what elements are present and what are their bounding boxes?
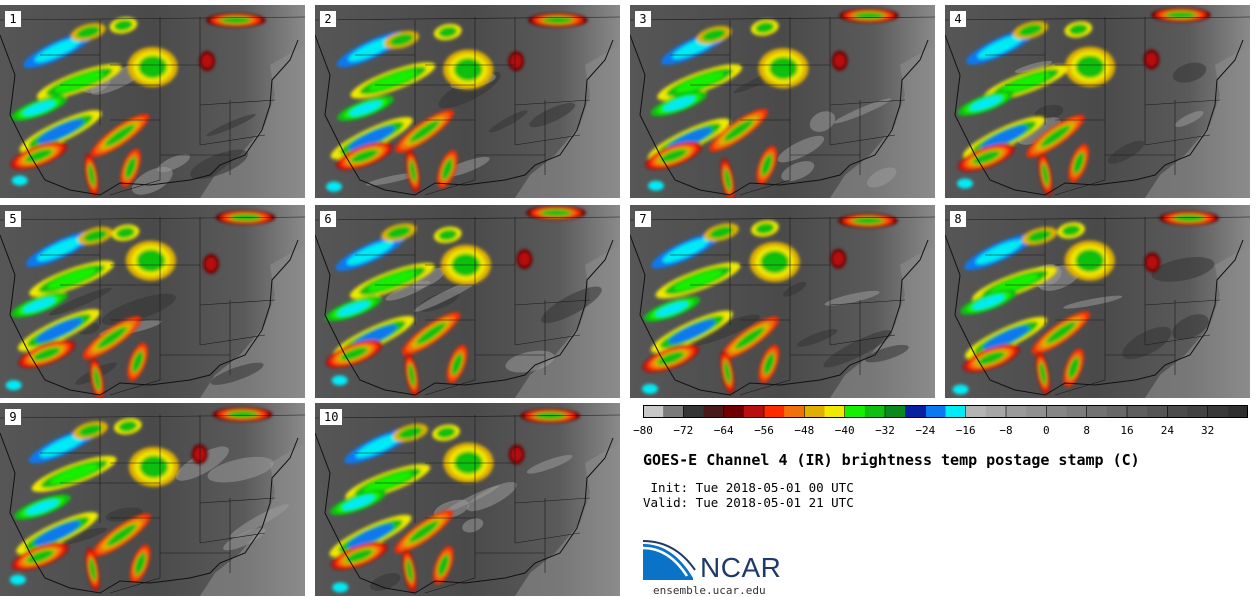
ensemble-member-panel: 4 (945, 5, 1250, 198)
logo-text: NCAR (700, 552, 782, 583)
ensemble-member-panel: 9 (0, 403, 305, 596)
colorbar-tick-label: −16 (955, 424, 976, 437)
figure-title: GOES-E Channel 4 (IR) brightness temp po… (643, 451, 1140, 469)
colorbar-segment (1046, 405, 1067, 418)
colorbar-tick-label: −32 (875, 424, 895, 437)
colorbar-tick-label: −48 (794, 424, 815, 437)
colorbar-segment (703, 405, 725, 418)
colorbar-tick-label: 24 (1160, 424, 1174, 437)
member-number-label: 6 (319, 210, 337, 228)
colorbar-segment (1187, 405, 1209, 418)
valid-time: Valid: Tue 2018-05-01 21 UTC (643, 495, 854, 510)
satellite-map (630, 5, 935, 198)
colorbar-segment (905, 405, 926, 418)
colorbar-tick-label: −40 (834, 424, 855, 437)
ensemble-member-panel: 3 (630, 5, 935, 198)
colorbar-segment (1086, 405, 1108, 418)
ensemble-member-panel: 6 (315, 205, 620, 398)
colorbar-segment (965, 405, 987, 418)
colorbar-segment (925, 405, 946, 418)
colorbar-tick-label: −8 (999, 424, 1013, 437)
colorbar (643, 405, 1248, 418)
colorbar-segment (1167, 405, 1188, 418)
logo-url: ensemble.ucar.edu (653, 584, 766, 597)
ensemble-member-panel: 5 (0, 205, 305, 398)
satellite-map (315, 403, 620, 596)
colorbar-segment (844, 405, 866, 418)
ensemble-member-panel: 2 (315, 5, 620, 198)
colorbar-tick-label: 16 (1120, 424, 1134, 437)
member-number-label: 1 (4, 10, 22, 28)
member-number-label: 4 (949, 10, 967, 28)
ensemble-member-panel: 1 (0, 5, 305, 198)
colorbar-segment (1106, 405, 1128, 418)
init-time: Init: Tue 2018-05-01 00 UTC (643, 480, 854, 495)
colorbar-tick-label: −72 (673, 424, 694, 437)
colorbar-segment (1006, 405, 1027, 418)
colorbar-segment (985, 405, 1007, 418)
member-number-label: 3 (634, 10, 652, 28)
colorbar-tick-label: −24 (915, 424, 936, 437)
colorbar-segment (723, 405, 745, 418)
colorbar-segment (804, 405, 825, 418)
colorbar-tick-label: 8 (1083, 424, 1090, 437)
member-number-label: 10 (319, 408, 344, 426)
ensemble-member-panel: 7 (630, 205, 935, 398)
colorbar-tick-label: 32 (1201, 424, 1215, 437)
member-number-label: 7 (634, 210, 652, 228)
colorbar-segment (1207, 405, 1229, 418)
member-number-label: 8 (949, 210, 967, 228)
satellite-map (630, 205, 935, 398)
ncar-logo-icon (643, 540, 696, 580)
member-number-label: 9 (4, 408, 22, 426)
colorbar-tick-label: 0 (1043, 424, 1050, 437)
colorbar-segment (945, 405, 967, 418)
satellite-map (945, 5, 1250, 198)
satellite-map (0, 5, 305, 198)
colorbar-segment (1026, 405, 1047, 418)
colorbar-tick-label: −56 (754, 424, 774, 437)
satellite-map (315, 205, 620, 398)
colorbar-tick-label: −64 (713, 424, 734, 437)
satellite-map (315, 5, 620, 198)
colorbar-segment (1147, 405, 1168, 418)
colorbar-segment (824, 405, 846, 418)
colorbar-segment (885, 405, 906, 418)
colorbar-segment (784, 405, 805, 418)
colorbar-segment (663, 405, 684, 418)
satellite-map (0, 205, 305, 398)
satellite-map (0, 403, 305, 596)
ensemble-member-panel: 8 (945, 205, 1250, 398)
satellite-map (945, 205, 1250, 398)
colorbar-segment (1066, 405, 1088, 418)
colorbar-segment (764, 405, 785, 418)
colorbar-tick-label: −80 (633, 424, 653, 437)
ensemble-member-panel: 10 (315, 403, 620, 596)
colorbar-segment (1227, 405, 1248, 418)
colorbar-segment (683, 405, 704, 418)
member-number-label: 2 (319, 10, 337, 28)
colorbar-segment (864, 405, 886, 418)
colorbar-segment (1127, 405, 1148, 418)
colorbar-segment (643, 405, 664, 418)
colorbar-segment (743, 405, 765, 418)
member-number-label: 5 (4, 210, 22, 228)
